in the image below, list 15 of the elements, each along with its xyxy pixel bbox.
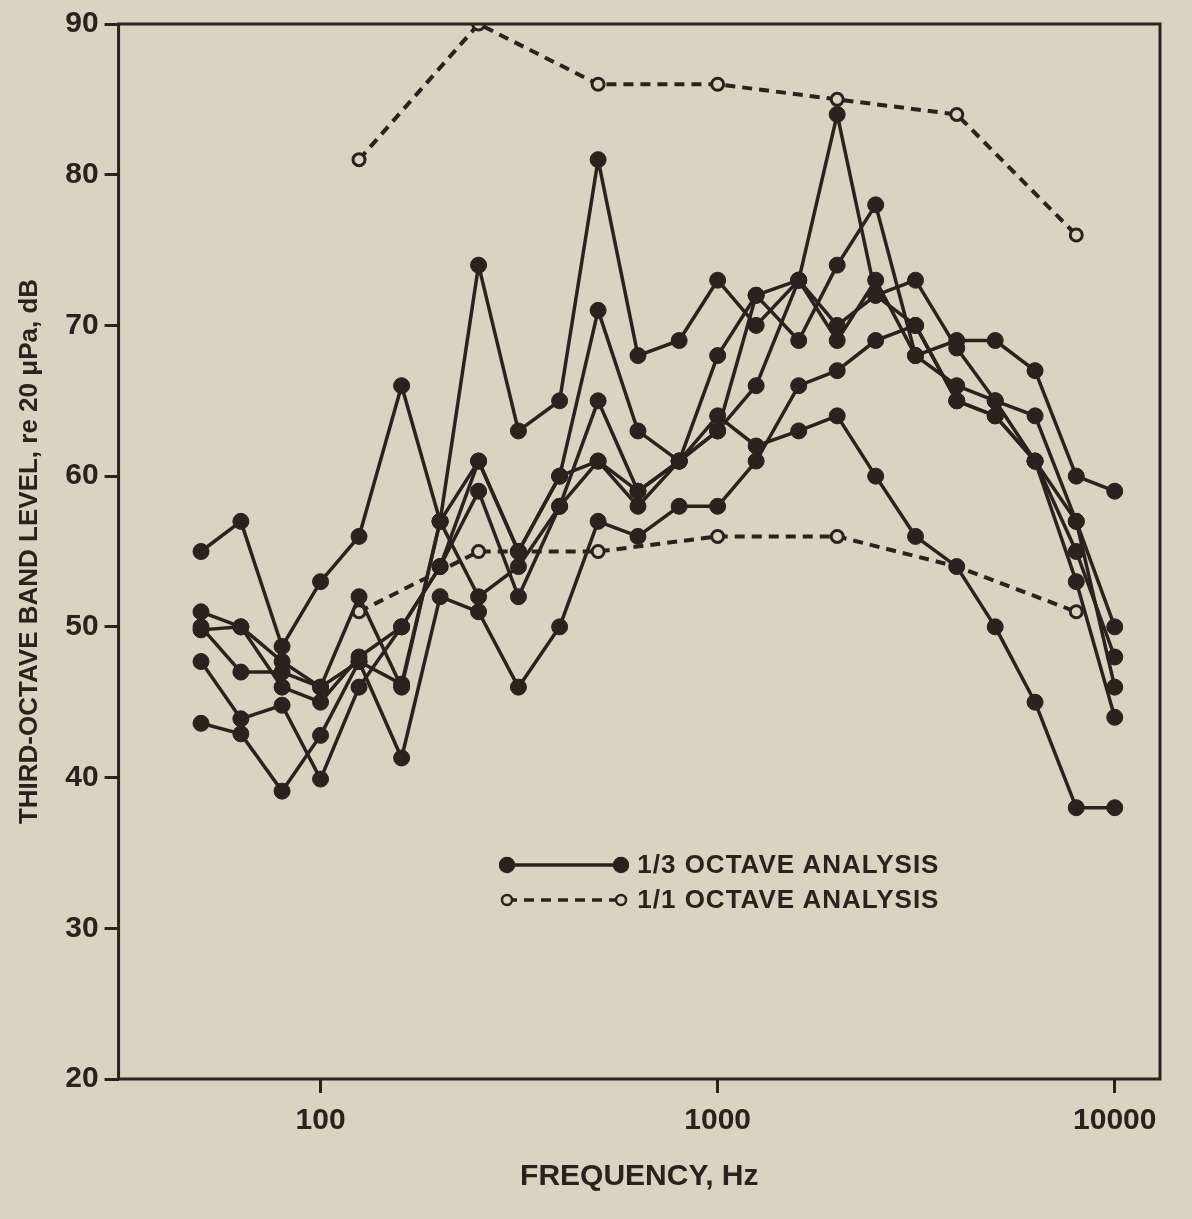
- y-tick-label: 20: [65, 1060, 99, 1094]
- y-tick-label: 60: [65, 457, 99, 491]
- y-tick-label: 30: [65, 909, 99, 943]
- x-tick-label: 10000: [1073, 1102, 1157, 1136]
- y-axis-title: THIRD-OCTAVE BAND LEVEL, re 20 μPa, dB: [12, 278, 43, 825]
- x-axis-title: FREQUENCY, Hz: [520, 1158, 759, 1192]
- y-tick-label: 80: [65, 155, 99, 189]
- y-tick-label: 50: [65, 608, 99, 642]
- legend-label: 1/1 OCTAVE ANALYSIS: [637, 884, 940, 915]
- x-tick-label: 1000: [684, 1102, 752, 1136]
- x-tick-label: 100: [295, 1102, 346, 1136]
- legend-label: 1/3 OCTAVE ANALYSIS: [637, 849, 940, 880]
- y-tick-label: 40: [65, 758, 99, 792]
- y-tick-label: 70: [65, 306, 99, 340]
- y-tick-label: 90: [65, 5, 99, 39]
